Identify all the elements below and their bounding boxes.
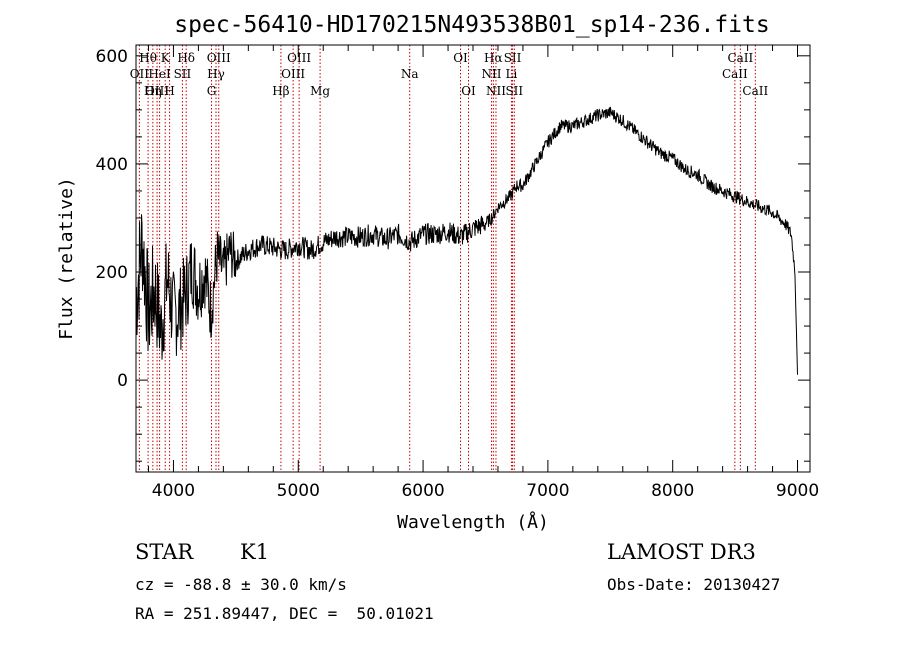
chart-title: spec-56410-HD170215N493538B01_sp14-236.f… [174, 12, 769, 38]
x-tick-label: 9000 [776, 481, 819, 501]
spectral-line-label: CaII [742, 84, 768, 98]
x-tick-label: 4000 [152, 481, 195, 501]
spectral-line-label: Hβ [272, 84, 289, 98]
spectral-line-label: G [207, 84, 217, 98]
spectral-line-label: Hθ [139, 51, 157, 65]
spectral-line-label: Hγ [207, 67, 225, 81]
spectral-line-label: Hδ [177, 51, 195, 65]
spectral-line-label: Hα [484, 51, 503, 65]
spectral-line-label: OI [453, 51, 468, 65]
spectral-line-label: SII [505, 84, 523, 98]
spectral-line-label: NII [486, 84, 506, 98]
spectral-line-label: Li [506, 67, 518, 81]
object-subclass: K1 [240, 540, 270, 564]
spectrum-line [135, 106, 798, 375]
spectral-line-label: OII [130, 67, 150, 81]
survey-name: LAMOST DR3 [607, 540, 756, 564]
spectral-line-label: HeI [148, 67, 171, 81]
spectral-line-label: SII [174, 67, 192, 81]
spectral-line-label: OIII [207, 51, 231, 65]
object-class: STAR [135, 540, 194, 564]
axis-ticks: 4000 5000 6000 7000 8000 9000 0 200 400 600 [96, 45, 819, 501]
x-tick-label: 7000 [526, 481, 569, 501]
y-tick-label: 400 [96, 155, 128, 175]
spectral-line-label: CaII [727, 51, 753, 65]
spectrum-chart: spec-56410-HD170215N493538B01_sp14-236.f… [56, 12, 819, 533]
y-tick-label: 0 [117, 371, 128, 391]
spectral-line-label: OIII [145, 84, 169, 98]
x-axis-label: Wavelength (Å) [397, 511, 549, 533]
obs-date: Obs-Date: 20130427 [607, 575, 781, 594]
x-tick-label: 5000 [277, 481, 320, 501]
y-tick-label: 200 [96, 263, 128, 283]
spectral-line-label: OIII [287, 51, 311, 65]
spectral-line-label: OI [461, 84, 476, 98]
spectrum-series [135, 106, 798, 375]
spectral-line-label: H [164, 84, 174, 98]
x-tick-label: 8000 [651, 481, 694, 501]
y-tick-label: 600 [96, 47, 128, 67]
y-axis-label: Flux (relative) [56, 177, 77, 340]
coordinates: RA = 251.89447, DEC = 50.01021 [135, 604, 434, 623]
spectral-line-markers [138, 45, 756, 472]
spectral-line-label: K [161, 51, 171, 65]
spectral-line-label: OIII [281, 67, 305, 81]
redshift-text: cz = -88.8 ± 30.0 km/s [135, 575, 347, 594]
spectral-line-label: NII [481, 67, 501, 81]
spectral-line-label: CaII [722, 67, 748, 81]
x-tick-label: 6000 [401, 481, 444, 501]
spectral-line-label: Mg [310, 84, 330, 98]
spectral-line-label: SII [504, 51, 522, 65]
spectral-line-label: Na [401, 67, 419, 81]
spectral-line-label: Hη [144, 84, 162, 98]
